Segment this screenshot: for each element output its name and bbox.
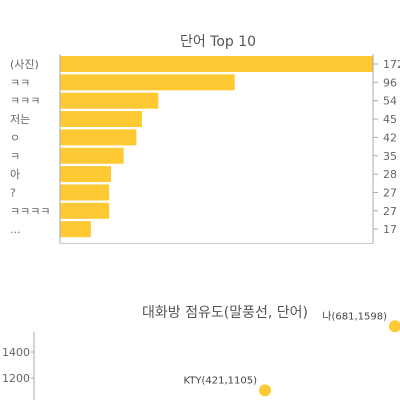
value-label: 17 [383, 223, 397, 236]
point-label: KTY(421,1105) [183, 375, 257, 386]
category-label: 저는 [10, 113, 30, 126]
category-label: ㅋㅋ [10, 76, 30, 89]
value-label: 35 [383, 150, 397, 163]
category-label: ㅋㅋㅋ [10, 95, 40, 108]
point-label: 나(681,1598) [322, 310, 387, 322]
bar [60, 147, 124, 164]
bar [60, 184, 110, 201]
scatter-point [389, 320, 400, 333]
bar [60, 221, 91, 238]
value-label: 96 [383, 76, 397, 89]
value-label: 27 [383, 186, 397, 199]
category-label: ㅋㅋㅋㅋ [10, 205, 50, 218]
bar [60, 166, 111, 183]
value-label: 27 [383, 205, 397, 218]
value-label: 54 [383, 95, 397, 108]
bar [60, 74, 235, 91]
y-tick-label: 1200 [2, 372, 30, 385]
scatter-y-ticks: 1400 1200 1000 [2, 346, 34, 400]
category-label: (사진) [10, 58, 39, 71]
bar [60, 56, 373, 72]
chart-title: 단어 Top 10 [180, 34, 256, 50]
value-label: 45 [383, 113, 397, 126]
value-label: 172 [383, 58, 400, 71]
scatter-chart: 대화방 점유도(말풍선, 단어) 1400 1200 1000 나(681,1598… [2, 305, 400, 400]
category-labels: (사진)ㅋㅋㅋㅋㅋ저는ㅇㅋ아?ㅋㅋㅋㅋ... [10, 58, 50, 236]
bar [60, 92, 159, 109]
bar [60, 111, 142, 128]
scatter-title: 대화방 점유도(말풍선, 단어) [142, 305, 308, 321]
category-label: ㅇ [10, 131, 20, 144]
bar [60, 129, 137, 146]
category-label: ? [10, 186, 16, 199]
scatter-point [259, 384, 271, 397]
scatter-points: 나(681,1598) KTY(421,1105) [183, 310, 400, 397]
bar-series [60, 56, 373, 238]
value-label: 42 [383, 131, 397, 144]
category-label: 아 [10, 168, 20, 181]
y-tick-label: 1000 [2, 398, 30, 400]
category-label: ㅋ [10, 150, 20, 163]
value-labels: 172 96 54 45 42 35 28 27 27 17 [373, 58, 400, 236]
value-label: 28 [383, 168, 397, 181]
bar [60, 202, 110, 219]
y-tick-label: 1400 [2, 346, 30, 359]
category-label: ... [10, 223, 21, 236]
